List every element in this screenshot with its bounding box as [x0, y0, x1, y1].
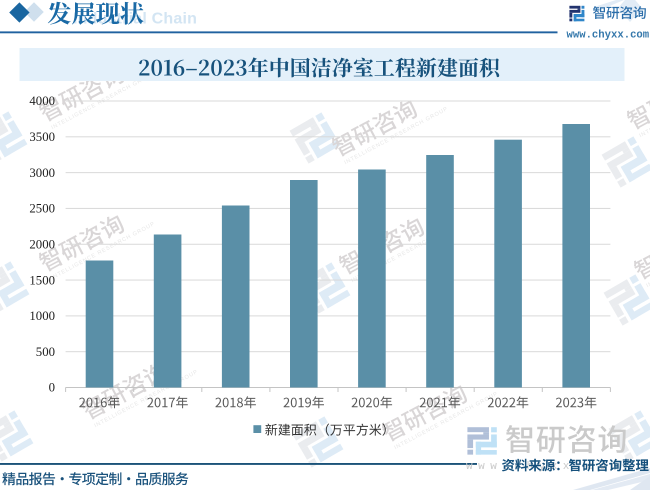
svg-text:www.chyxx.com: www.chyxx.com: [567, 30, 650, 42]
svg-text:2500: 2500: [29, 202, 55, 216]
svg-text:500: 500: [36, 345, 55, 359]
svg-text:2000: 2000: [29, 237, 55, 251]
svg-text:1500: 1500: [29, 273, 55, 287]
svg-text:1000: 1000: [29, 309, 55, 323]
svg-text:3000: 3000: [29, 166, 55, 180]
svg-text:0: 0: [49, 381, 55, 395]
svg-text:4000: 4000: [29, 94, 55, 108]
svg-text:3500: 3500: [29, 130, 55, 144]
